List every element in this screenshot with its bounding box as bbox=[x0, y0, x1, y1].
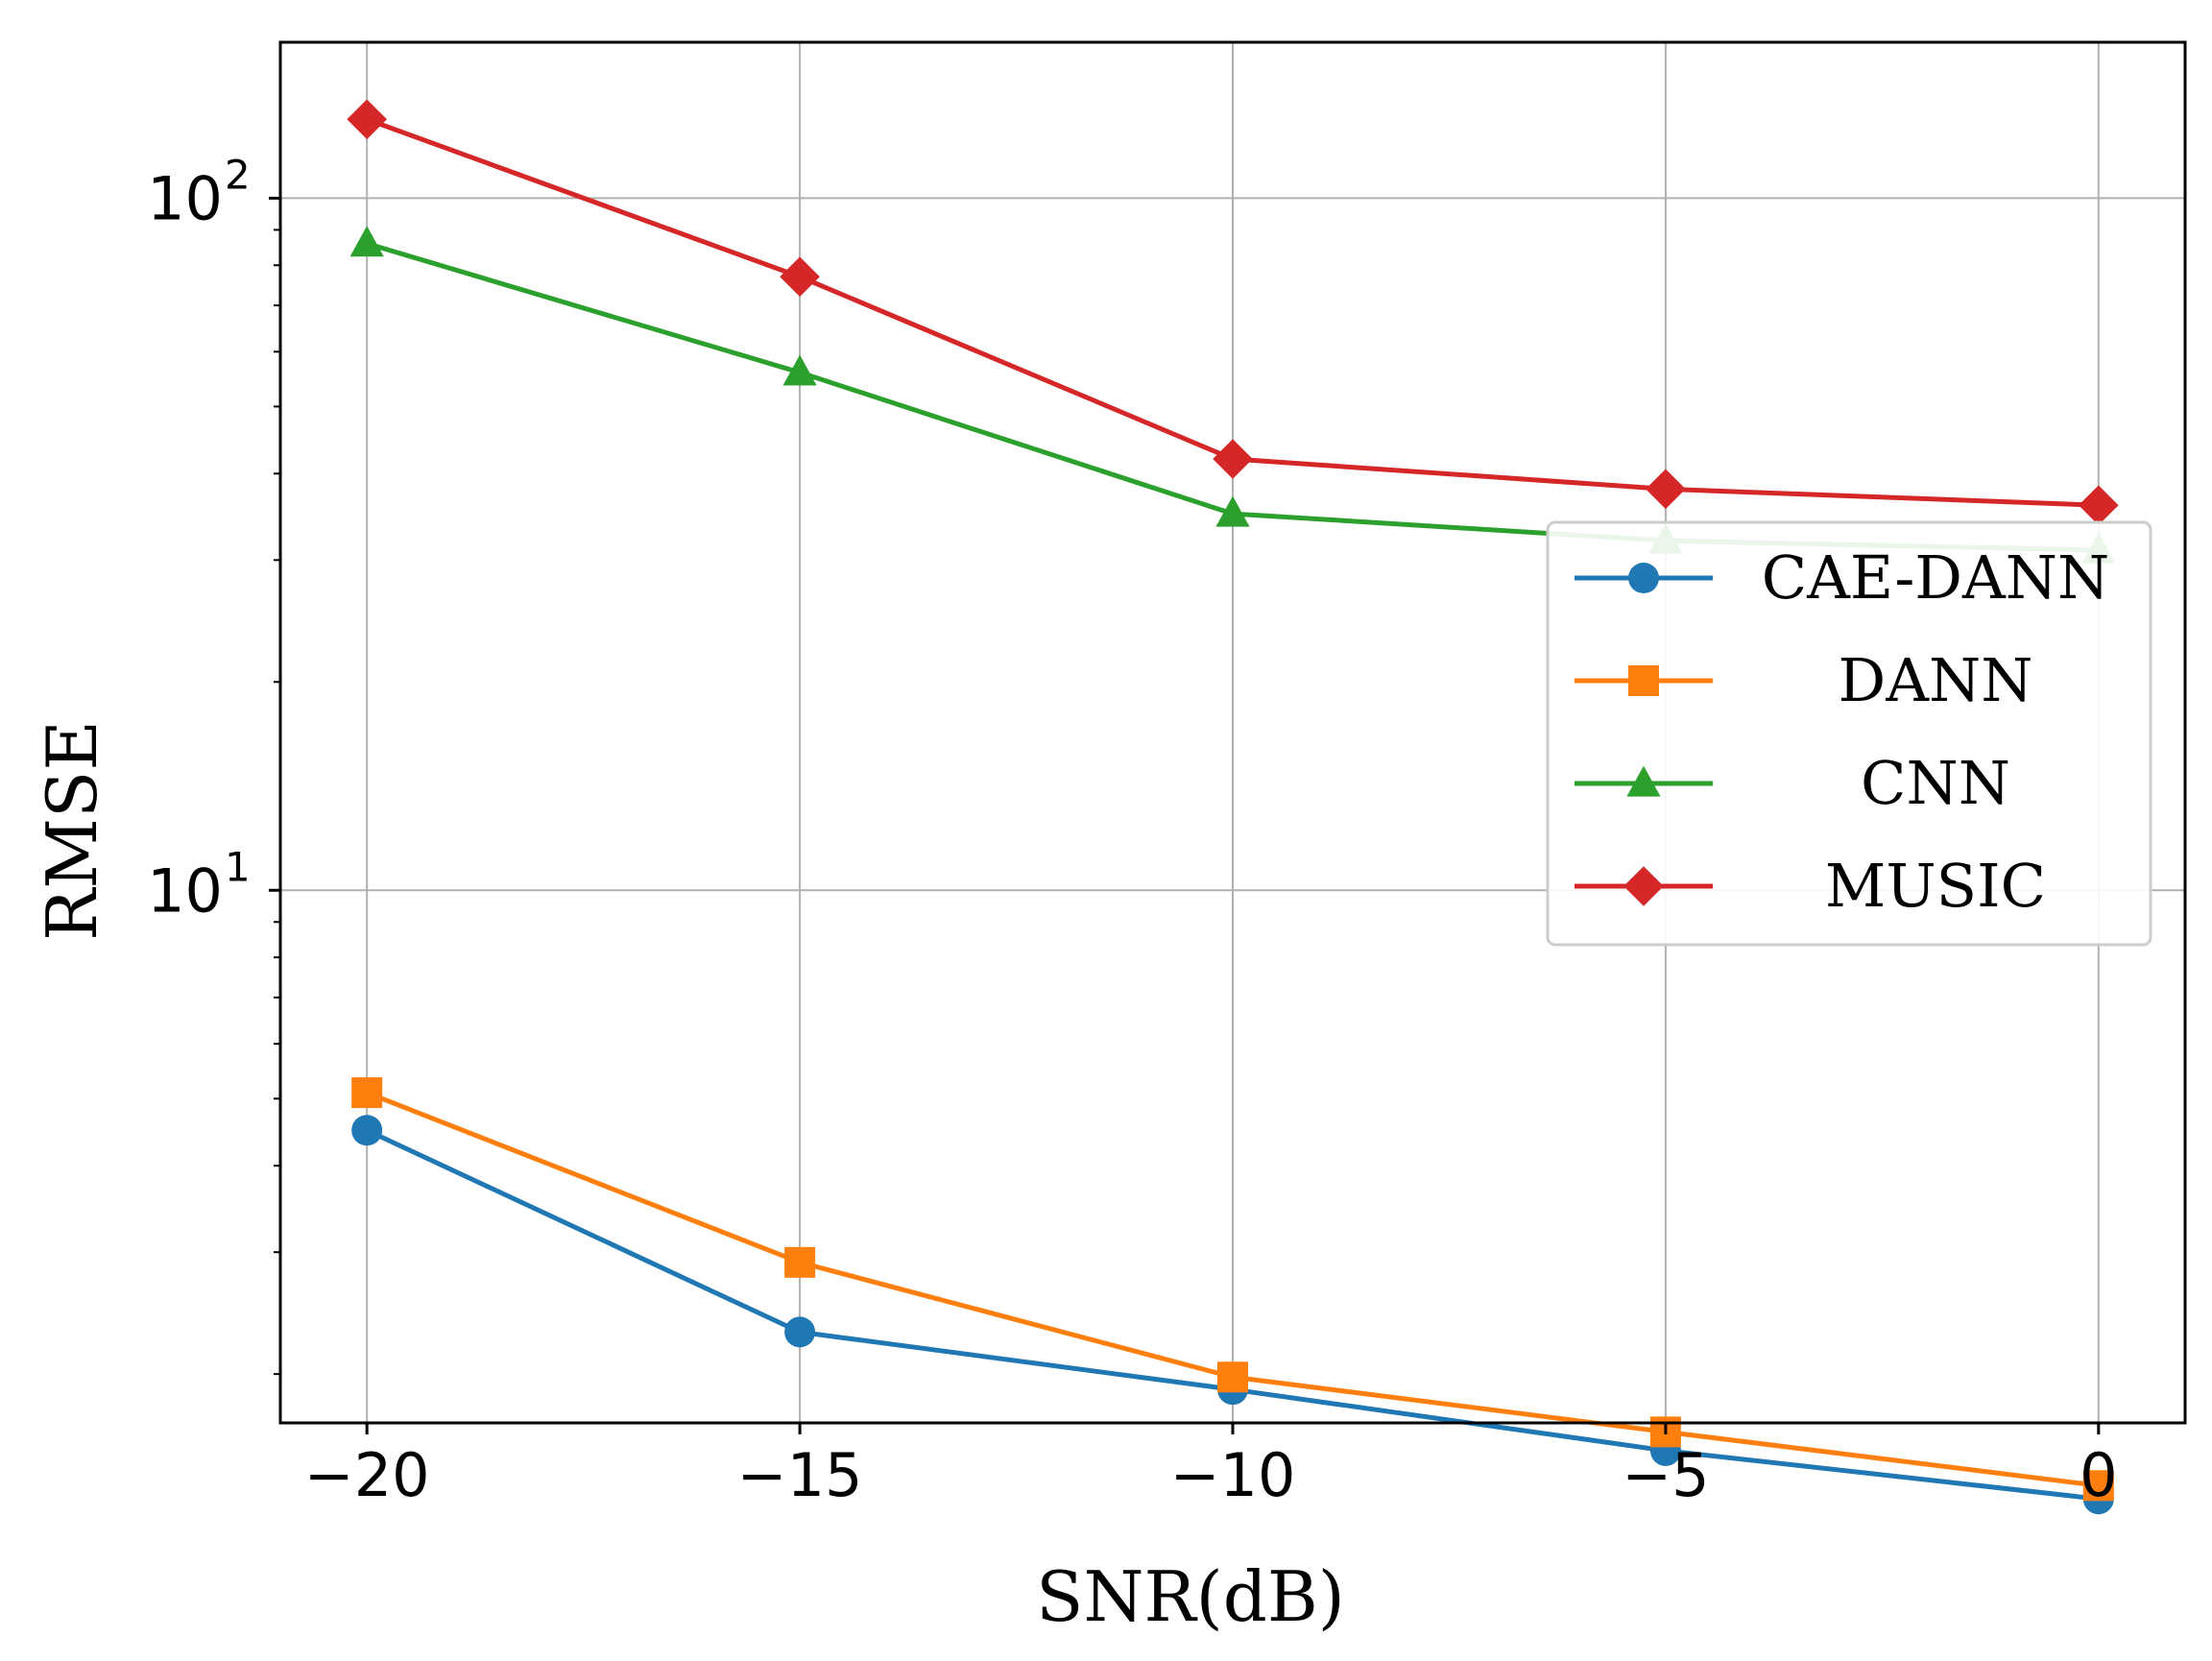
y-tick-label-exponent: 2 bbox=[225, 151, 251, 198]
data-point-music bbox=[1213, 439, 1253, 479]
legend-entry-music: MUSIC bbox=[1575, 851, 2046, 921]
data-point-cae-dann bbox=[784, 1316, 816, 1348]
data-point-cnn bbox=[1215, 495, 1250, 527]
y-axis-label: RMSE bbox=[32, 720, 112, 941]
y-tick-label-base: 10 bbox=[147, 163, 223, 233]
legend-marker-music bbox=[1623, 866, 1664, 906]
x-tick-label: −20 bbox=[304, 1440, 430, 1510]
legend-label: CNN bbox=[1861, 748, 2010, 818]
x-axis-label: SNR(dB) bbox=[1036, 1556, 1345, 1637]
legend-entry-cnn: CNN bbox=[1575, 748, 2010, 818]
legend-entry-cae-dann: CAE-DANN bbox=[1575, 542, 2109, 613]
x-tick-label: −5 bbox=[1622, 1440, 1709, 1510]
data-point-music bbox=[1646, 469, 1686, 510]
data-point-cnn bbox=[782, 354, 817, 386]
data-point-dann bbox=[1217, 1361, 1248, 1393]
data-point-music bbox=[2079, 485, 2119, 526]
series-dann bbox=[351, 1077, 2114, 1502]
data-point-cae-dann bbox=[351, 1115, 383, 1146]
legend-marker-cnn bbox=[1626, 765, 1661, 797]
data-point-music bbox=[347, 99, 387, 140]
data-point-dann bbox=[2082, 1470, 2114, 1502]
x-tick-label: 0 bbox=[2080, 1440, 2117, 1510]
data-point-cnn bbox=[349, 226, 384, 257]
legend-box bbox=[1546, 520, 2152, 947]
legend-marker-cae-dann bbox=[1628, 563, 1659, 593]
legend: CAE-DANN DANN CNN MUSIC bbox=[1546, 520, 2152, 947]
legend-label: DANN bbox=[1839, 645, 2033, 715]
legend-label: MUSIC bbox=[1825, 851, 2046, 921]
legend-label: CAE-DANN bbox=[1762, 542, 2110, 613]
x-tick-label: −10 bbox=[1170, 1440, 1296, 1510]
x-axis-ticks: −20 −15 −10 −5 0 bbox=[304, 1423, 2118, 1510]
data-point-dann bbox=[351, 1077, 383, 1109]
y-tick-label-base: 10 bbox=[147, 855, 223, 926]
series-music bbox=[347, 99, 2119, 526]
y-tick-label-exponent: 1 bbox=[225, 843, 251, 890]
legend-entry-dann: DANN bbox=[1575, 645, 2032, 715]
data-point-music bbox=[780, 256, 820, 298]
legend-marker-dann bbox=[1628, 665, 1659, 696]
data-point-dann bbox=[784, 1246, 816, 1278]
x-tick-label: −15 bbox=[737, 1440, 863, 1510]
